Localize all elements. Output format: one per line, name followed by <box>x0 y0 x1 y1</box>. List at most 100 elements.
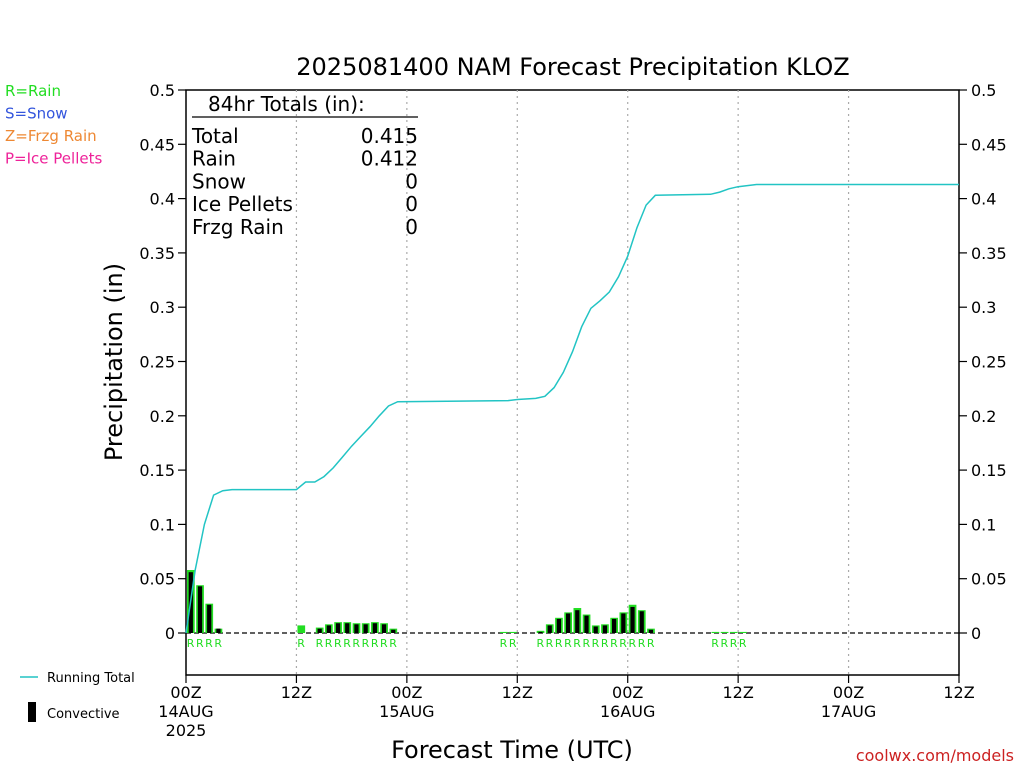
precip-bar <box>297 625 306 633</box>
precip-type-legend-item: S=Snow <box>5 105 68 123</box>
precip-type-letter: R <box>389 637 397 650</box>
y-tick-label: 0.3 <box>150 298 175 317</box>
totals-row-label: Total <box>191 124 239 148</box>
convective-bar <box>547 625 552 633</box>
convective-bar <box>648 629 654 633</box>
x-tick-label: 12Z <box>943 683 974 702</box>
precip-type-letter: R <box>739 637 747 650</box>
precip-type-letter: R <box>536 637 544 650</box>
y-tick-label: 0.05 <box>139 570 175 589</box>
precip-bar <box>499 631 508 633</box>
y-tick-label: 0.4 <box>150 190 175 209</box>
y-tick-label-right: 0.2 <box>971 407 996 426</box>
precip-type-letter: R <box>187 637 195 650</box>
precip-type-legend-item: Z=Frzg Rain <box>5 127 97 145</box>
precip-type-letter: R <box>371 637 379 650</box>
convective-bar <box>345 623 350 633</box>
x-tick-label: 12Z <box>281 683 312 702</box>
y-tick-label-right: 0.15 <box>971 461 1007 480</box>
precip-type-letter: R <box>573 637 581 650</box>
y-tick-label-right: 0.1 <box>971 515 996 534</box>
y-axis-label: Precipitation (in) <box>100 263 128 461</box>
x-tick-label: 16AUG <box>600 702 655 721</box>
y-tick-label: 0.25 <box>139 353 175 372</box>
convective-bar <box>326 625 331 633</box>
plot-frame <box>185 89 960 676</box>
convective-bar <box>612 618 617 633</box>
x-tick-label: 00Z <box>612 683 643 702</box>
precip-type-letter: R <box>205 637 213 650</box>
y-tick-label: 0.1 <box>150 515 175 534</box>
running-total-line <box>185 183 959 634</box>
precip-bar <box>720 631 729 633</box>
precip-type-letter: R <box>711 637 719 650</box>
totals-row-value: 0 <box>405 192 418 216</box>
running-total-series <box>185 183 959 634</box>
y-tick-label-right: 0.4 <box>971 190 996 209</box>
y-tick-label: 0.5 <box>150 81 175 100</box>
precip-type-letter: R <box>582 637 590 650</box>
precip-type-letter: R <box>316 637 324 650</box>
precip-type-legend-item: P=Ice Pellets <box>5 150 102 168</box>
convective-bar <box>575 610 580 633</box>
grid-lines <box>295 90 850 675</box>
precip-type-letter: R <box>343 637 351 650</box>
precip-type-letter: R <box>509 637 517 650</box>
convective-bar <box>556 618 562 633</box>
convective-bar <box>197 586 203 633</box>
precip-type-letter: R <box>721 637 729 650</box>
convective-bar <box>584 615 589 633</box>
precip-type-letter: R <box>214 637 222 650</box>
precip-type-letter: R <box>334 637 342 650</box>
precip-bar <box>739 631 747 633</box>
totals-row-value: 0 <box>405 215 418 239</box>
y-tick-label: 0.2 <box>150 407 175 426</box>
x-axis-label: Forecast Time (UTC) <box>391 736 633 764</box>
totals-row-value: 0.412 <box>361 147 418 171</box>
totals-row-label: Snow <box>192 169 246 193</box>
precip-type-letter: R <box>362 637 370 650</box>
precip-bar <box>711 631 720 633</box>
totals-row-label: Frzg Rain <box>192 215 284 239</box>
convective-bar <box>335 623 341 633</box>
y-tick-label-right: 0.05 <box>971 570 1007 589</box>
convective-bar <box>216 628 221 633</box>
x-tick-label: 17AUG <box>821 702 876 721</box>
precip-type-letter: R <box>500 637 508 650</box>
y-tick-label-right: 0.35 <box>971 244 1007 263</box>
precip-bar <box>509 631 517 633</box>
totals-row-value: 0.415 <box>361 124 418 148</box>
y-tick-label: 0 <box>165 624 175 643</box>
convective-bar <box>621 613 626 633</box>
running-total-legend-label: Running Total <box>47 671 135 686</box>
y-axis-right: 0 0.05 0.1 0.15 0.2 0.25 0.3 0.35 0.4 0.45 0.5 <box>959 81 1007 643</box>
convective-bar <box>538 631 543 633</box>
convective-bar <box>207 604 212 633</box>
x-tick-label: 00Z <box>170 683 201 702</box>
y-tick-label: 0.15 <box>139 461 175 480</box>
precip-bar <box>729 631 738 633</box>
x-tick-label: 00Z <box>833 683 864 702</box>
convective-bar <box>354 624 359 633</box>
precip-type-letter: R <box>619 637 627 650</box>
precip-type-letter: R <box>601 637 609 650</box>
convective-bar <box>363 624 368 633</box>
x-tick-label: 12Z <box>502 683 533 702</box>
convective-bar <box>630 606 635 633</box>
totals-row-value: 0 <box>405 169 418 193</box>
totals-row-label: Rain <box>192 147 236 171</box>
precip-type-letter: R <box>380 637 388 650</box>
x-tick-label: 00Z <box>391 683 422 702</box>
precip-type-letter: R <box>592 637 600 650</box>
precip-type-legend: R=Rain S=Snow Z=Frzg Rain P=Ice Pellets <box>5 82 102 168</box>
convective-bar <box>602 625 608 633</box>
totals-box: 84hr Totals (in): Total 0.415 Rain 0.412 Snow… <box>191 92 418 239</box>
convective-bar <box>593 626 598 633</box>
convective-bar <box>372 623 377 633</box>
convective-legend-swatch <box>28 702 36 722</box>
precip-type-letter: R <box>730 637 738 650</box>
convective-legend-label: Convective <box>47 707 120 722</box>
